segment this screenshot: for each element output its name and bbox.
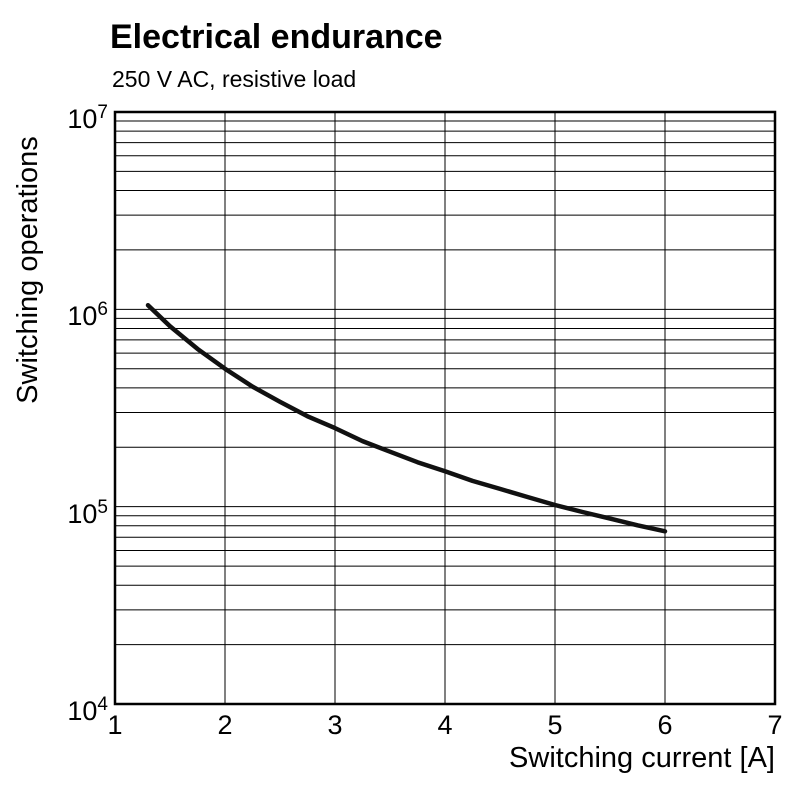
gridlines	[114, 112, 776, 705]
x-tick-label-7: 7	[767, 710, 783, 740]
plot-border	[113, 110, 777, 706]
y-tick-label-10e6: 106	[67, 299, 108, 332]
x-tick-label-5: 5	[547, 710, 563, 740]
chart-subtitle: 250 V AC, resistive load	[112, 66, 357, 92]
x-tick-label-1: 1	[107, 710, 123, 740]
x-axis-label: Switching current [A]	[509, 742, 775, 774]
chart-title: Electrical endurance	[110, 18, 443, 56]
x-tick-label-6: 6	[657, 710, 673, 740]
y-axis-label: Switching operations	[12, 136, 44, 404]
y-tick-label-10e5: 105	[67, 496, 108, 529]
x-tick-label-3: 3	[327, 710, 343, 740]
y-tick-label-10e7: 107	[67, 102, 108, 134]
endurance-curve	[145, 302, 668, 534]
x-tick-label-4: 4	[437, 710, 453, 740]
y-tick-label-10e4: 104	[67, 694, 108, 726]
x-tick-label-2: 2	[217, 710, 233, 740]
